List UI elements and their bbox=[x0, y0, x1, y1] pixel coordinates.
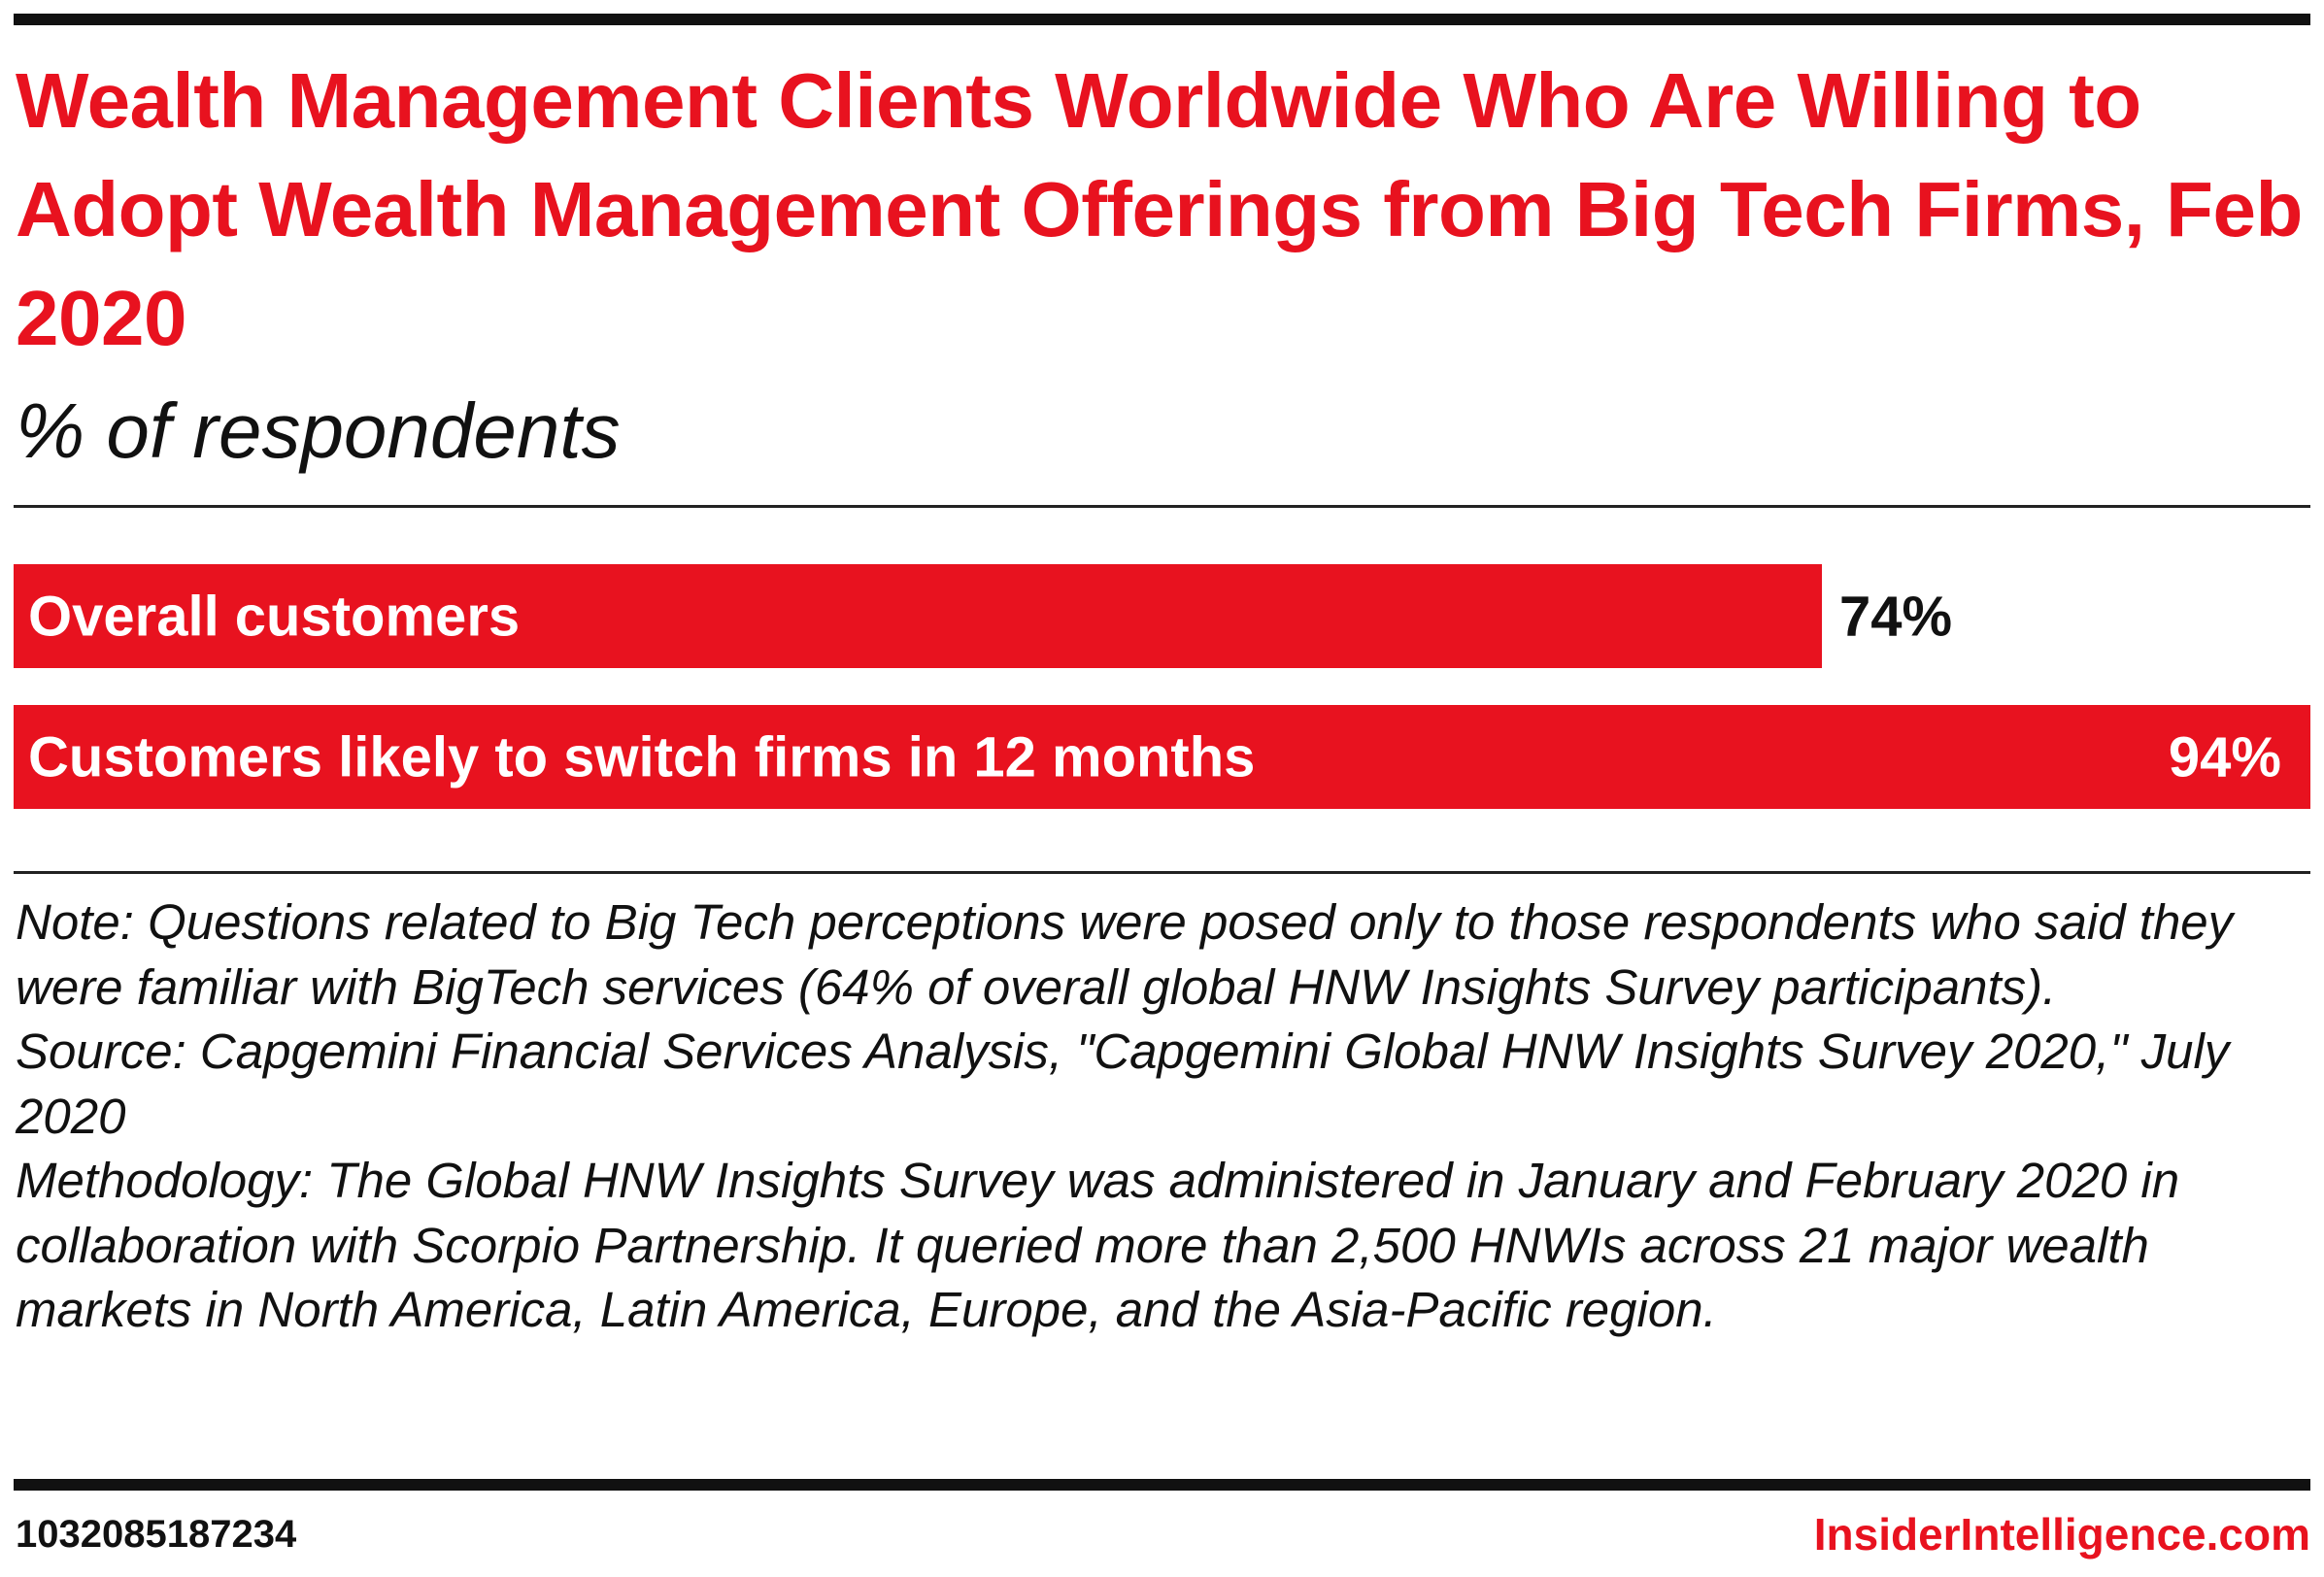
notes-divider bbox=[14, 871, 2310, 874]
methodology-text: Methodology: The Global HNW Insights Sur… bbox=[16, 1153, 2180, 1337]
bar-chart: Overall customers 74% Customers likely to … bbox=[14, 558, 2310, 816]
bar bbox=[14, 705, 2310, 809]
bar-value-label: 74% bbox=[1839, 586, 1952, 649]
top-rule bbox=[14, 14, 2310, 25]
bar-group: Overall customers 74% bbox=[14, 564, 1952, 668]
bar-category-label: Customers likely to switch firms in 12 m… bbox=[28, 726, 1255, 789]
note-text: Note: Questions related to Big Tech perc… bbox=[16, 894, 2234, 1015]
brand-link[interactable]: InsiderIntelligence.com bbox=[1813, 1509, 2310, 1560]
chart-title: Wealth Management Clients Worldwide Who … bbox=[16, 57, 2303, 361]
header-divider bbox=[14, 505, 2310, 508]
bar-group: Customers likely to switch firms in 12 m… bbox=[14, 705, 2310, 809]
chart-notes: Note: Questions related to Big Tech perc… bbox=[16, 890, 2309, 1343]
bar-value-label: 94% bbox=[2169, 726, 2281, 789]
chart-subtitle: % of respondents bbox=[16, 387, 621, 474]
bottom-rule bbox=[14, 1479, 2310, 1491]
bar-chart-svg: Overall customers 74% Customers likely to … bbox=[14, 564, 2310, 809]
chart-id: 1032085187234 bbox=[16, 1513, 297, 1556]
bar-category-label: Overall customers bbox=[28, 586, 520, 649]
bar bbox=[14, 564, 1822, 668]
source-text: Source: Capgemini Financial Services Ana… bbox=[16, 1023, 2230, 1144]
